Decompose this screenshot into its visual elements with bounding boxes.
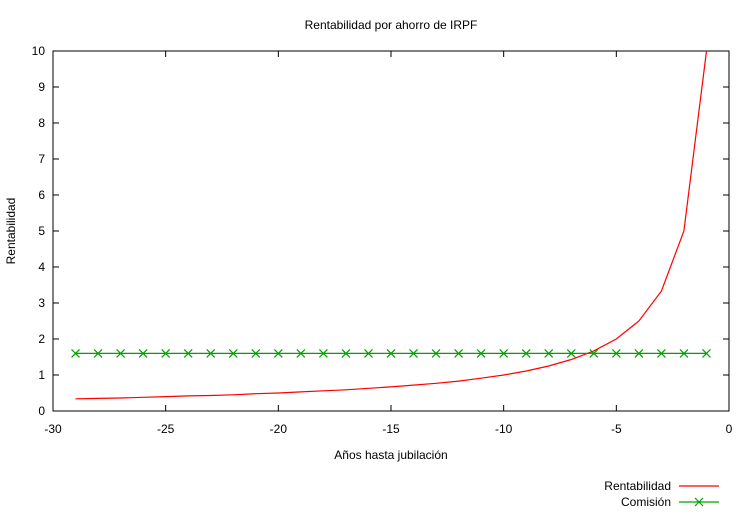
series-2 <box>71 348 711 358</box>
y-tick-label: 9 <box>38 80 45 94</box>
x-tick-label: -25 <box>157 422 175 436</box>
y-axis-title: Rentabilidad <box>4 198 18 265</box>
data-point <box>71 348 80 358</box>
y-tick-label: 5 <box>38 224 45 238</box>
data-point <box>499 348 509 358</box>
y-tick-label: 1 <box>38 368 45 382</box>
series-layer <box>71 50 711 400</box>
data-point <box>544 348 554 358</box>
data-point <box>476 348 486 358</box>
y-tick-label: 10 <box>32 44 46 58</box>
x-tick-label: -5 <box>611 422 622 436</box>
legend-label: Rentabilidad <box>604 479 671 493</box>
y-tick-label: 3 <box>38 296 45 310</box>
legend-label: Comisión <box>621 495 671 509</box>
data-point <box>431 348 441 358</box>
y-tick-label: 8 <box>38 116 45 130</box>
data-point <box>611 348 621 358</box>
x-tick-label: 0 <box>726 422 733 436</box>
legend-marker <box>694 497 704 507</box>
data-point <box>566 348 576 358</box>
data-point <box>589 348 599 358</box>
y-tick-label: 6 <box>38 188 45 202</box>
y-tick-label: 2 <box>38 332 45 346</box>
x-axis-title: Años hasta jubilación <box>334 448 447 462</box>
data-point <box>409 348 418 358</box>
data-point <box>296 348 306 358</box>
y-axis: 0 1 2 3 4 5 6 7 8 9 10 <box>32 44 729 418</box>
data-point <box>138 348 148 358</box>
x-tick-label: -15 <box>382 422 400 436</box>
plot-frame <box>52 50 730 412</box>
chart-title: Rentabilidad por ahorro de IRPF <box>305 18 478 32</box>
data-point <box>251 348 261 358</box>
series-1 <box>75 50 708 400</box>
data-point <box>206 348 216 358</box>
plot-area <box>52 50 730 412</box>
data-point <box>679 348 689 358</box>
data-point <box>386 348 396 358</box>
x-tick-label: -10 <box>495 422 513 436</box>
series-line <box>75 50 708 400</box>
data-point <box>702 348 711 358</box>
y-tick-label: 7 <box>38 152 45 166</box>
y-tick-label: 4 <box>38 260 45 274</box>
x-tick-label: -30 <box>44 422 62 436</box>
data-point <box>634 348 644 358</box>
data-point <box>161 348 171 358</box>
data-point <box>228 348 238 358</box>
x-tick-label: -20 <box>270 422 288 436</box>
y-tick-label: 0 <box>38 404 45 418</box>
data-point <box>116 348 126 358</box>
data-point <box>521 348 531 358</box>
data-point <box>183 348 193 358</box>
data-point <box>454 348 464 358</box>
data-point <box>318 348 328 358</box>
x-axis: -30 -25 -20 -15 -10 -5 0 <box>44 51 733 436</box>
data-point <box>364 348 373 358</box>
legend: Rentabilidad Comisión <box>604 479 719 509</box>
data-point <box>93 348 103 358</box>
data-point <box>273 348 283 358</box>
data-point <box>656 348 666 358</box>
data-point <box>341 348 351 358</box>
